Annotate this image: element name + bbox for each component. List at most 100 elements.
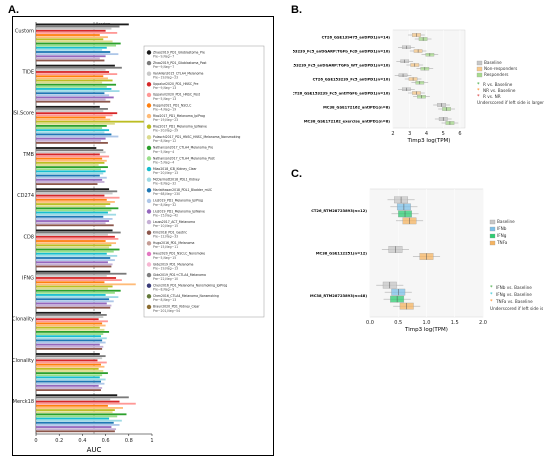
panel-a-bar bbox=[36, 311, 101, 314]
panel-a-category-label: Merck18 bbox=[13, 399, 34, 405]
panel-a-bar bbox=[36, 59, 105, 62]
panel-b-comparison-marker: * bbox=[477, 82, 480, 88]
panel-b-legend-swatch bbox=[476, 60, 483, 66]
panel-c-legend-swatch bbox=[489, 233, 496, 239]
panel-a-bar bbox=[36, 149, 104, 152]
panel-a-bar bbox=[36, 322, 103, 325]
panel-a-legend-marker bbox=[146, 113, 152, 119]
panel-c-legend-swatch bbox=[489, 240, 496, 246]
panel-a-bar bbox=[36, 133, 112, 136]
panel-a-bar bbox=[36, 229, 113, 232]
panel-a-legend-cohort: Ruppin2021_PD1_NSCLC bbox=[153, 103, 191, 107]
panel-a-bar bbox=[36, 365, 105, 368]
panel-a-legend-n: Pre~20,Neg~13 bbox=[153, 171, 178, 175]
panel-a-bar bbox=[36, 419, 122, 422]
panel-a-bar bbox=[36, 139, 101, 142]
panel-a-bar bbox=[36, 378, 106, 381]
panel-a-category-label: B.Clonality bbox=[12, 358, 34, 364]
panel-a-bar bbox=[36, 248, 120, 251]
panel-b-legend-label: Baseline bbox=[484, 60, 502, 65]
panel-a-bar bbox=[36, 235, 115, 238]
panel-a-bar bbox=[36, 38, 104, 41]
panel-a-bar bbox=[36, 196, 120, 199]
panel-a-bar bbox=[36, 178, 103, 181]
panel-a-frame bbox=[12, 16, 274, 456]
panel-a-bar bbox=[36, 361, 107, 364]
panel-a-legend-cohort: Chen2016_CTLA4_Melanoma_Nonsmoking bbox=[153, 294, 219, 298]
panel-a-bar bbox=[36, 224, 114, 227]
panel-a-bar bbox=[36, 147, 97, 149]
panel-a-bar bbox=[36, 233, 108, 236]
panel-a-bar bbox=[36, 380, 101, 383]
panel-a-bar-chart: 00.20.40.60.81AUCRandomCustomTIDEMSI.Sco… bbox=[12, 16, 274, 456]
panel-a-bar bbox=[36, 116, 106, 119]
panel-b-comparison-marker: * bbox=[477, 94, 480, 100]
panel-a-category-label: IFNG bbox=[22, 276, 34, 282]
panel-a-legend-marker bbox=[146, 294, 152, 299]
panel-a-legend-marker bbox=[146, 124, 152, 129]
panel-a-bar bbox=[36, 137, 106, 140]
panel-a-x-tick-label: 0 bbox=[34, 438, 37, 444]
panel-a-bar bbox=[36, 291, 115, 294]
panel-b-x-tick-label: 5 bbox=[442, 131, 445, 137]
panel-a-bar bbox=[36, 409, 115, 411]
panel-a-bar bbox=[36, 294, 106, 296]
panel-a-bar bbox=[36, 326, 100, 329]
panel-a-legend-marker bbox=[146, 103, 152, 108]
panel-a-legend-cohort: Hugo2016_PD1_Melanoma bbox=[153, 241, 195, 245]
panel-a-legend-cohort: Braun2020_PD1_Kidney_Clear bbox=[153, 305, 200, 309]
panel-a-bar bbox=[36, 135, 119, 138]
panel-a-legend-cohort: Riaz2017_PD1_Melanoma_IpiProg bbox=[153, 114, 205, 118]
panel-a-bar bbox=[36, 328, 105, 331]
panel-a-category-label: CD8 bbox=[23, 234, 34, 240]
panel-c-x-tick-label: 0.0 bbox=[366, 320, 374, 326]
panel-b-plot-area bbox=[392, 29, 466, 129]
panel-a-legend-cohort: Liu2019_PD1_Melanoma_IpiProg bbox=[153, 199, 203, 203]
panel-c-x-tick-label: 0.5 bbox=[394, 320, 402, 326]
panel-a-bar bbox=[36, 270, 111, 273]
panel-a-legend-marker bbox=[146, 60, 152, 66]
panel-a-bar bbox=[36, 73, 118, 76]
panel-a-legend-cohort: Gide2019_PD1+CTLA4_Melanoma bbox=[153, 273, 206, 277]
panel-a-legend-marker bbox=[146, 92, 152, 98]
panel-a-bar bbox=[36, 320, 108, 323]
panel-a-bar bbox=[36, 31, 118, 34]
panel-a-bar bbox=[36, 71, 110, 73]
panel-a-bar bbox=[36, 42, 121, 45]
panel-a-bar bbox=[36, 246, 110, 249]
panel-a-legend-marker bbox=[146, 230, 152, 235]
panel-b-comparison-label: NR vs. Baseline bbox=[483, 88, 516, 93]
panel-a-bar bbox=[36, 68, 106, 71]
panel-a-bar bbox=[36, 220, 110, 222]
panel-a-bar bbox=[36, 324, 106, 327]
panel-a-bar bbox=[36, 168, 101, 171]
panel-c-legend-label: IFNb bbox=[497, 226, 507, 231]
panel-a-legend-n: Pre~9,Neg~13 bbox=[153, 86, 176, 90]
panel-a-bar bbox=[36, 75, 104, 78]
panel-a-bar bbox=[36, 83, 117, 86]
panel-c-x-tick-label: 2.0 bbox=[479, 320, 487, 326]
panel-a-bar bbox=[36, 90, 120, 92]
panel-a-legend-cohort: Liu2019_PD1_Melanoma_IpiNaive bbox=[153, 209, 205, 213]
panel-a-legend-marker bbox=[146, 283, 152, 288]
panel-a-legend-cohort: Uppaluri2020_PD1_HNSC_Post bbox=[153, 93, 201, 97]
panel-a-legend-n: Pre~8,Neg~13 bbox=[153, 298, 176, 302]
panel-a-legend-marker bbox=[146, 304, 152, 310]
panel-a-bar bbox=[36, 105, 100, 108]
panel-a-bar bbox=[36, 131, 105, 134]
panel-a-category-label: MSI.Score bbox=[12, 111, 34, 117]
panel-c-dataset-label: MC38_RTM28723893(n=48) bbox=[310, 294, 367, 298]
panel-a-bar bbox=[36, 190, 118, 193]
panel-a-category-label: CD274 bbox=[17, 193, 34, 199]
panel-a-legend-cohort: Zhao2019_PD1_Glioblastoma_Pre bbox=[153, 50, 205, 54]
panel-a-legend-marker bbox=[146, 82, 152, 87]
panel-a-bar bbox=[36, 259, 115, 262]
panel-b-x-tick-label: 2 bbox=[391, 131, 394, 137]
panel-b-legend-swatch bbox=[476, 66, 483, 72]
panel-a-bar bbox=[36, 207, 119, 210]
panel-a-bar bbox=[36, 23, 129, 26]
panel-a-bar bbox=[36, 48, 103, 51]
panel-a-legend-n: Pre~15,Neg~42 bbox=[153, 213, 178, 217]
panel-b-dataset-label: CT26_GSE153239_Fc5_antiGARP:TGFb_WT_anti… bbox=[293, 64, 390, 68]
panel-a-category-label: T.Clonality bbox=[12, 317, 34, 323]
